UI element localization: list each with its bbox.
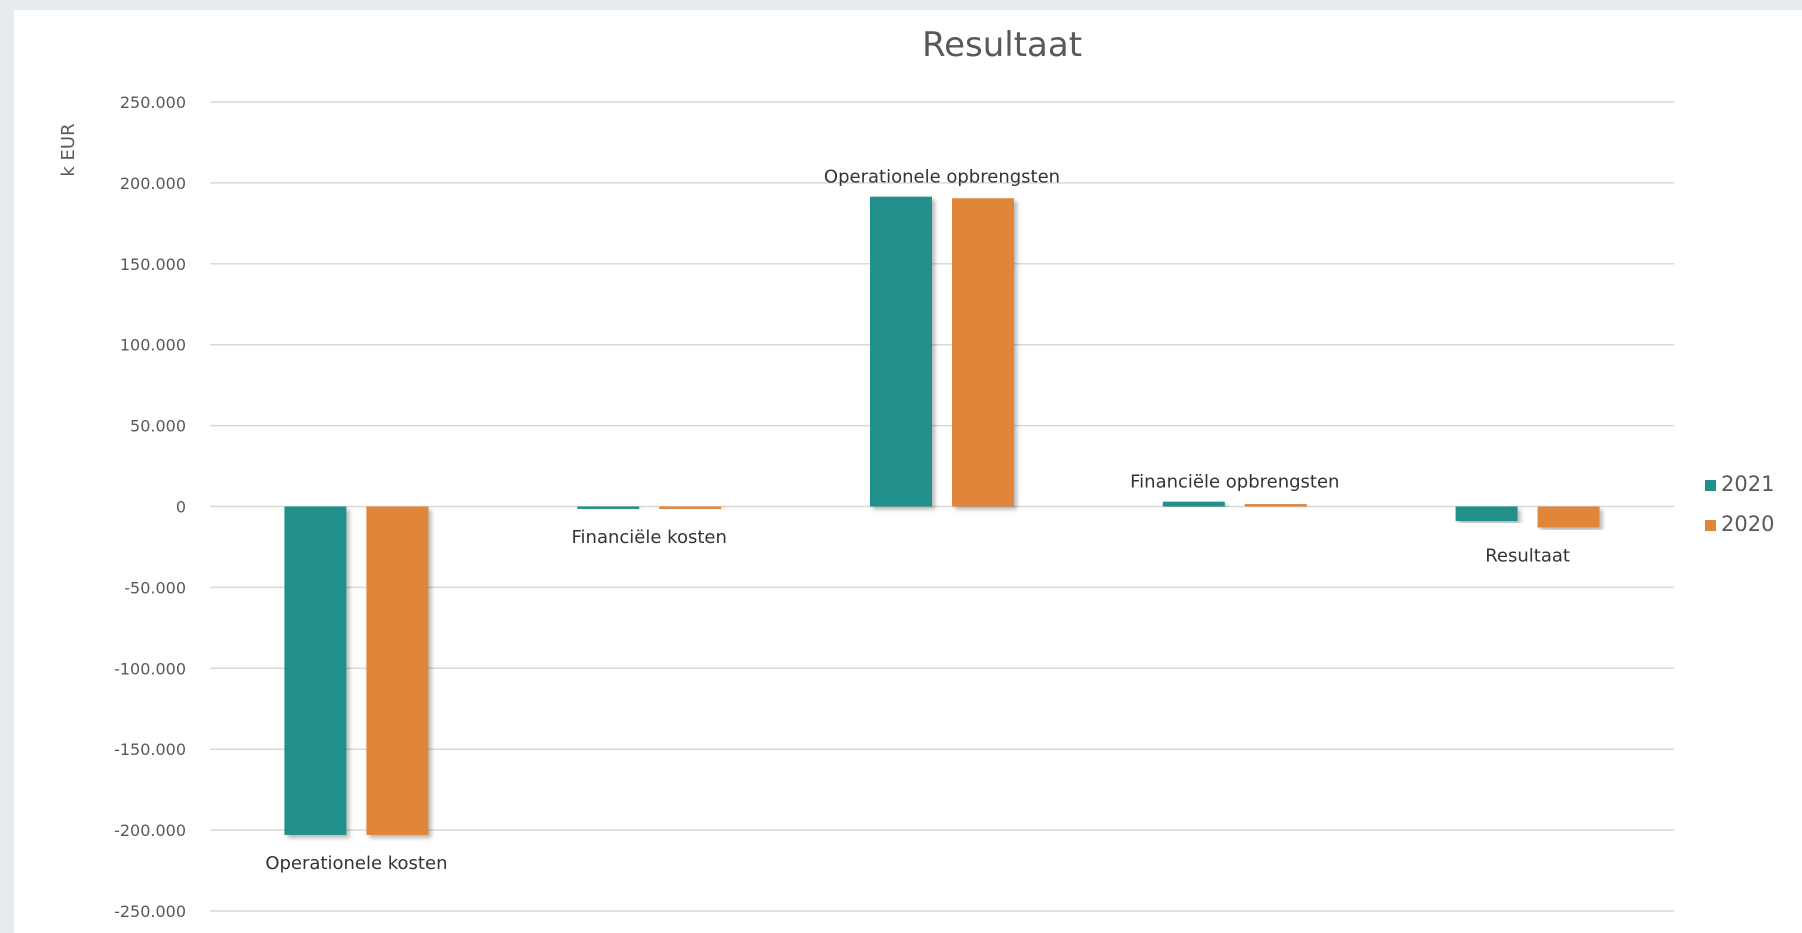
y-tick-labels: 250.000 200.000 150.000 100.000 50.000 0 -50.0… <box>114 93 186 921</box>
y-tick-label: 100.000 <box>120 336 186 355</box>
y-tick-label: -100.000 <box>114 659 186 678</box>
category-label: Financiële opbrengsten <box>1130 472 1339 493</box>
y-tick-label: 250.000 <box>120 93 186 112</box>
bar-2020-3 <box>1244 504 1307 507</box>
legend-label: 2021 <box>1721 472 1774 496</box>
bar-2020-0 <box>366 506 429 835</box>
bar-2021-3 <box>1162 501 1225 507</box>
category-labels: Operationele kosten Financiële kosten Oper… <box>265 167 1570 874</box>
y-tick-label: 50.000 <box>130 417 186 436</box>
y-tick-label: -200.000 <box>114 821 186 840</box>
bar-2020-1 <box>659 506 722 509</box>
legend-label: 2020 <box>1721 512 1774 536</box>
y-tick-label: -150.000 <box>114 740 186 759</box>
bars <box>284 196 1600 835</box>
category-label: Operationele kosten <box>265 853 447 874</box>
gridlines <box>210 101 1674 912</box>
chart-title: Resultaat <box>922 25 1082 65</box>
bar-2021-4 <box>1455 506 1518 522</box>
y-axis-label: k EUR <box>58 123 79 176</box>
legend-swatch <box>1705 520 1716 531</box>
category-label: Financiële kosten <box>572 527 727 548</box>
chart-panel: Resultaat k EUR 250.000 200.000 150.000 100… <box>14 10 1802 933</box>
y-tick-label: -250.000 <box>114 902 186 921</box>
bar-2021-1 <box>577 506 640 509</box>
y-tick-label: -50.000 <box>124 578 186 597</box>
bar-2020-2 <box>952 198 1014 507</box>
bar-2021-0 <box>284 506 347 835</box>
category-label: Resultaat <box>1485 546 1570 567</box>
y-tick-label: 0 <box>176 498 186 517</box>
bar-2020-4 <box>1537 506 1600 528</box>
bar-2021-2 <box>870 196 932 507</box>
bar-chart: Resultaat k EUR 250.000 200.000 150.000 100… <box>58 25 1774 921</box>
category-label: Operationele opbrengsten <box>824 167 1060 188</box>
y-tick-label: 150.000 <box>120 255 186 274</box>
legend: 2021 2020 <box>1705 472 1774 536</box>
y-tick-label: 200.000 <box>120 174 186 193</box>
legend-swatch <box>1705 480 1716 491</box>
